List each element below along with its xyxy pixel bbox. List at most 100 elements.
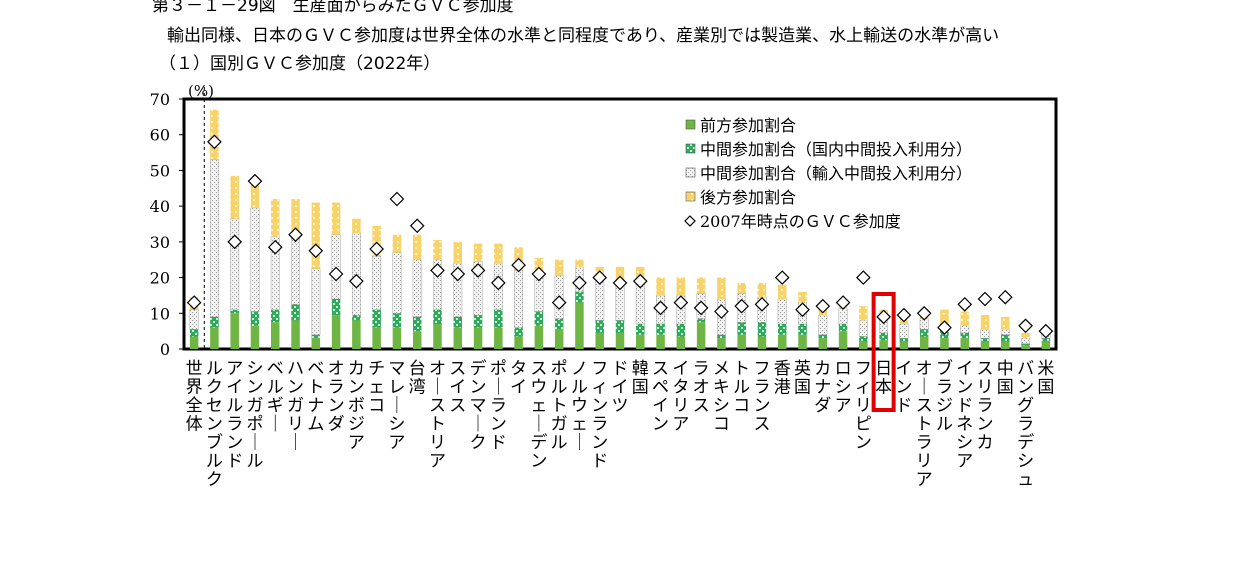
bar-intermediate-domestic [311,334,321,339]
bar-backward [757,282,767,298]
category-label: フランス [753,359,770,435]
bar-forward [899,341,909,349]
bar-forward [210,327,219,349]
bar-intermediate-domestic [879,332,888,341]
bar-forward [534,325,544,349]
bar-backward [575,259,584,267]
bar-forward [271,322,280,349]
bar-backward [271,199,280,237]
category-label: 日本 [875,359,892,398]
marker-2007 [531,266,547,282]
labels-layer: 0 10 20 30 40 50 60 70 (%) 世界全体ルクセンブルクアイルランドシンガポ｜… [150,82,1055,490]
bar-intermediate-domestic [230,309,239,314]
bar-forward [1001,341,1010,349]
marker-2007 [227,234,243,250]
marker-2007 [795,302,810,318]
bar-intermediate-domestic [1041,338,1051,342]
bar-intermediate-imported [392,252,402,314]
category-label: 韓国 [632,359,649,398]
bar-intermediate-domestic [250,311,260,326]
y-tick-label: 60 [150,126,170,145]
bar-backward [717,277,726,299]
category-label: ベルギ｜ [267,359,284,435]
marker-2007 [551,295,567,310]
bar-intermediate-domestic [554,318,564,330]
bar-forward [696,322,706,349]
bar-intermediate-imported [250,207,260,312]
bar-forward [433,324,442,349]
bar-forward [1021,345,1030,349]
bar-intermediate-imported [595,280,605,321]
marker-2007 [1018,318,1033,334]
category-label: ノルウェ｜ [571,359,588,453]
bar-intermediate-domestic [189,329,199,337]
bar-backward [960,311,969,326]
bar-forward [757,336,767,349]
category-label: スリランカ [977,359,994,453]
category-label: オ｜ストラリア [916,359,933,490]
category-label: インド [895,359,912,416]
marker-2007 [977,291,993,307]
bar-intermediate-domestic [534,311,544,326]
marker-2007 [815,298,831,314]
bar-backward [453,241,463,264]
marker-2007 [511,257,526,273]
bar-intermediate-domestic [960,332,969,339]
bar-backward [737,282,746,294]
bar-intermediate-domestic [899,338,909,342]
bar-backward [696,277,706,294]
bar-intermediate-imported [980,329,990,339]
bar-backward [291,199,300,233]
category-label: 中国 [997,359,1014,398]
bar-intermediate-domestic [615,320,625,333]
bar-backward [1021,332,1030,339]
category-label: ロシア [835,359,852,416]
bar-intermediate-imported [230,218,240,310]
y-tick-label: 10 [150,304,170,323]
bar-intermediate-imported [858,320,868,337]
bar-backward [859,306,868,321]
legend-marker-2007-swatch [684,215,696,227]
bar-forward [818,338,828,349]
bar-forward [615,332,625,349]
marker-2007 [369,241,384,257]
legend-intermediate-imported-swatch [685,167,696,178]
bar-intermediate-domestic [271,309,280,323]
bar-forward [879,340,888,349]
marker-2007 [328,266,344,282]
category-label: トルコ [733,359,750,416]
marker-2007 [592,270,608,285]
bar-intermediate-domestic [737,322,746,335]
category-label: 香港 [774,359,791,398]
bars-layer [186,109,1054,412]
category-label: ルクセンブルク [206,359,223,490]
marker-2007 [389,191,405,207]
category-label: メキシコ [713,359,730,435]
bar-intermediate-domestic [980,338,990,342]
marker-2007 [450,266,466,282]
bar-intermediate-domestic [838,324,848,332]
bar-forward [494,327,503,349]
category-label: シンガポ｜ル [246,359,263,472]
bar-intermediate-domestic [514,327,523,337]
bar-intermediate-domestic [453,316,463,328]
bar-forward [798,334,807,349]
marker-2007 [673,295,689,310]
bar-forward [392,327,402,349]
category-label: ハンガリ｜ [287,359,304,453]
bar-intermediate-domestic [433,309,442,324]
bar-intermediate-domestic [777,324,787,335]
bar-forward [717,338,726,349]
category-label: フィリピン [855,359,872,453]
bar-forward [777,334,787,349]
marker-2007 [653,300,668,316]
legend-intermediate-domestic-label: 中間参加割合（国内中間投入利用分） [700,140,972,159]
marker-2007 [207,134,222,150]
bar-forward [575,302,584,349]
category-label: インドネシア [956,359,973,472]
marker-2007 [572,275,587,291]
bar-intermediate-domestic [291,304,300,321]
bar-intermediate-imported [1000,329,1010,335]
